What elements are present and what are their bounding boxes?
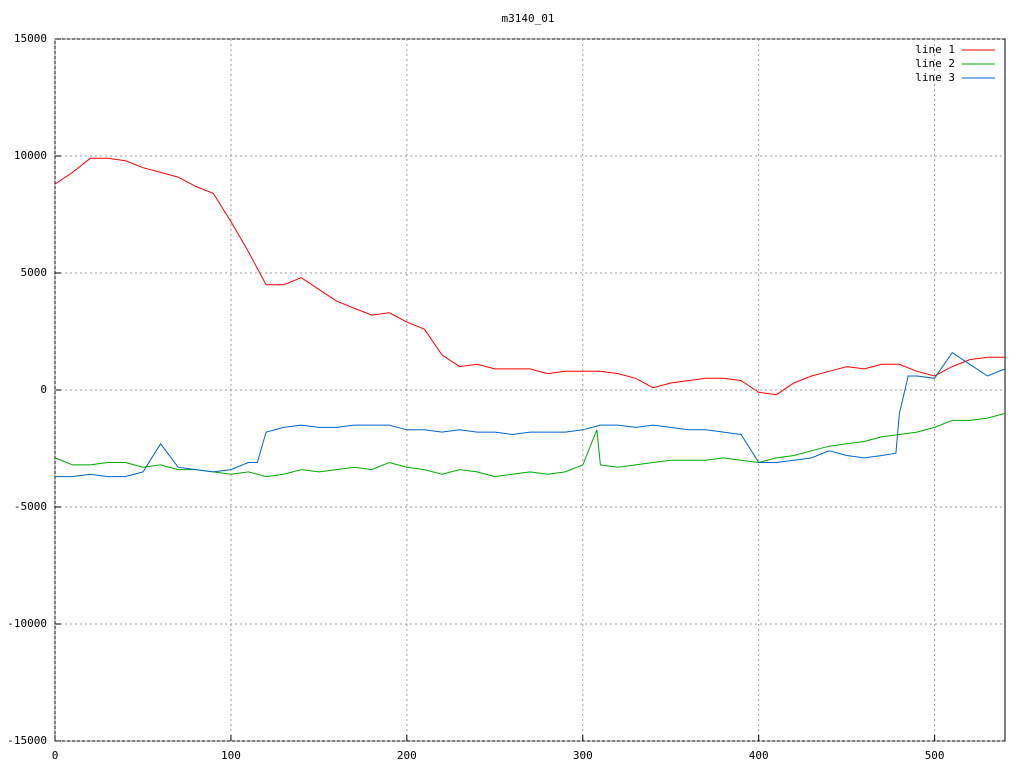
x-tick-label: 100 bbox=[221, 749, 241, 762]
y-tick-label: 10000 bbox=[14, 149, 47, 162]
legend-label: line 1 bbox=[915, 43, 955, 56]
y-tick-label: 15000 bbox=[14, 32, 47, 45]
x-tick-label: 500 bbox=[925, 749, 945, 762]
y-tick-label: 5000 bbox=[21, 266, 48, 279]
data-line bbox=[55, 351, 1006, 478]
y-tick-label: -5000 bbox=[14, 500, 47, 513]
legend-label: line 2 bbox=[915, 57, 955, 70]
chart-title: m3140_01 bbox=[502, 12, 555, 25]
x-tick-label: 0 bbox=[52, 749, 59, 762]
data-line bbox=[54, 157, 1005, 396]
y-tick-label: -15000 bbox=[7, 734, 47, 747]
legend-label: line 3 bbox=[915, 71, 955, 84]
x-tick-label: 300 bbox=[573, 749, 593, 762]
y-tick-label: -10000 bbox=[7, 617, 47, 630]
y-tick-label: 0 bbox=[40, 383, 47, 396]
data-line bbox=[54, 412, 1006, 478]
x-tick-label: 400 bbox=[749, 749, 769, 762]
x-tick-label: 200 bbox=[397, 749, 417, 762]
